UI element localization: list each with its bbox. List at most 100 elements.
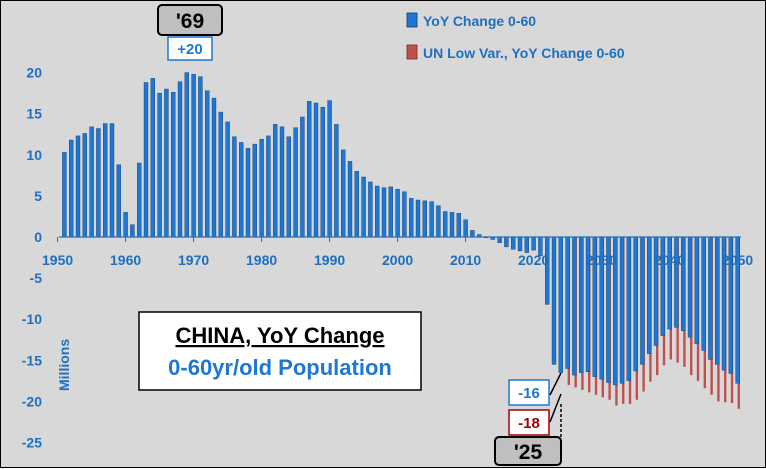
bar-yoy-change — [191, 74, 196, 238]
bar-yoy-change — [82, 133, 87, 238]
y-axis-label: Millions — [56, 339, 72, 391]
legend: YoY Change 0-60 UN Low Var., YoY Change … — [406, 12, 625, 61]
bar-yoy-change — [524, 236, 529, 253]
x-tick-label: 2050 — [722, 252, 753, 268]
bar-yoy-change — [381, 187, 387, 238]
bar-yoy-change — [177, 81, 183, 238]
y-tick-label: 15 — [26, 106, 42, 122]
bar-yoy-change — [409, 198, 414, 238]
chart-title: CHINA, YoY Change — [175, 323, 384, 348]
bar-yoy-change — [708, 236, 713, 360]
bar-yoy-change — [239, 142, 244, 238]
bar-yoy-change — [62, 152, 67, 238]
bar-yoy-change — [388, 186, 393, 238]
bar-yoy-change — [579, 236, 584, 373]
bar-yoy-change — [109, 123, 115, 238]
bar-yoy-change — [517, 236, 523, 252]
bar-yoy-change — [511, 236, 516, 250]
bar-yoy-change — [150, 78, 155, 238]
x-tick-label: 1950 — [42, 252, 73, 268]
bar-yoy-change — [171, 92, 176, 238]
bars-layer — [62, 72, 741, 409]
bar-yoy-change — [402, 191, 407, 238]
legend-swatch-series2 — [406, 44, 418, 60]
bar-yoy-change — [225, 121, 230, 238]
bar-yoy-change — [633, 236, 638, 372]
bar-yoy-change — [334, 124, 339, 238]
x-tick-label: 2000 — [382, 252, 413, 268]
bar-yoy-change — [218, 111, 223, 238]
y-tick-label: 10 — [26, 147, 42, 163]
y-tick-label: 20 — [26, 65, 42, 81]
bar-yoy-change — [456, 212, 461, 238]
bar-yoy-change — [89, 126, 94, 238]
bar-yoy-change — [674, 236, 679, 328]
bar-yoy-change — [69, 139, 74, 238]
bar-yoy-change — [259, 138, 264, 238]
x-tick-label: 2020 — [518, 252, 549, 268]
bar-yoy-change — [96, 128, 101, 238]
x-tick-label: 2040 — [654, 252, 685, 268]
y-tick-label: -15 — [22, 352, 42, 368]
bar-yoy-change — [300, 116, 305, 238]
bar-yoy-change — [640, 236, 645, 365]
bar-yoy-change — [626, 236, 631, 382]
bar-yoy-change — [619, 236, 625, 384]
bar-yoy-change — [354, 171, 359, 238]
x-tick-label: 1980 — [246, 252, 277, 268]
bar-yoy-change — [293, 127, 298, 238]
bar-yoy-change — [368, 181, 373, 238]
peak-value-label: +20 — [177, 41, 202, 58]
bar-yoy-change — [341, 149, 346, 238]
x-tick-label: 1970 — [178, 252, 209, 268]
bar-yoy-change — [164, 88, 169, 238]
chart-subtitle: 0-60yr/old Population — [168, 355, 392, 380]
bar-yoy-change — [313, 102, 319, 238]
bar-yoy-change — [103, 123, 108, 238]
bar-yoy-change — [667, 236, 672, 330]
bar-yoy-change — [157, 92, 162, 238]
bar-yoy-change — [436, 205, 441, 238]
bar-yoy-change — [470, 230, 475, 238]
arrow-series2 — [549, 393, 562, 423]
x-tick-label: 1960 — [110, 252, 141, 268]
bar-yoy-change — [647, 236, 652, 354]
bar-yoy-change — [694, 236, 699, 345]
y-tick-label: -20 — [22, 393, 42, 409]
legend-swatch-series1 — [406, 12, 418, 28]
bar-yoy-change — [565, 236, 570, 369]
y-tick-label: -5 — [30, 270, 43, 286]
bar-yoy-change — [279, 126, 285, 238]
bar-yoy-change — [245, 148, 251, 238]
annotation-2025: -16 -18 '25 — [494, 372, 562, 466]
bar-yoy-change — [443, 211, 448, 238]
bar-yoy-change — [252, 143, 257, 238]
bar-yoy-change — [449, 212, 455, 238]
bar-yoy-change — [232, 136, 237, 238]
bar-yoy-change — [361, 176, 366, 238]
legend-label-series2: UN Low Var., YoY Change 0-60 — [423, 45, 625, 61]
bar-yoy-change — [273, 124, 278, 238]
bar-yoy-change — [395, 189, 400, 238]
bar-yoy-change — [327, 100, 332, 238]
year-2025-label: '25 — [514, 441, 543, 464]
bar-yoy-change — [463, 219, 468, 238]
y-tick-label: -10 — [22, 311, 42, 327]
bar-yoy-change — [504, 236, 509, 248]
x-tick-label: 2010 — [450, 252, 481, 268]
bar-yoy-change — [375, 185, 380, 238]
bar-yoy-change — [266, 135, 271, 238]
bar-yoy-change — [137, 162, 142, 238]
bar-yoy-change — [320, 106, 325, 238]
peak-annotation: '69 +20 — [157, 4, 223, 61]
bar-yoy-change — [143, 82, 149, 238]
legend-label-series1: YoY Change 0-60 — [423, 13, 536, 29]
bar-yoy-change — [307, 101, 312, 238]
bar-yoy-change — [116, 164, 121, 238]
bar-yoy-change — [415, 199, 421, 238]
value-2025-series1: -16 — [518, 385, 540, 402]
bar-yoy-change — [429, 201, 434, 238]
bar-yoy-change — [545, 236, 550, 305]
